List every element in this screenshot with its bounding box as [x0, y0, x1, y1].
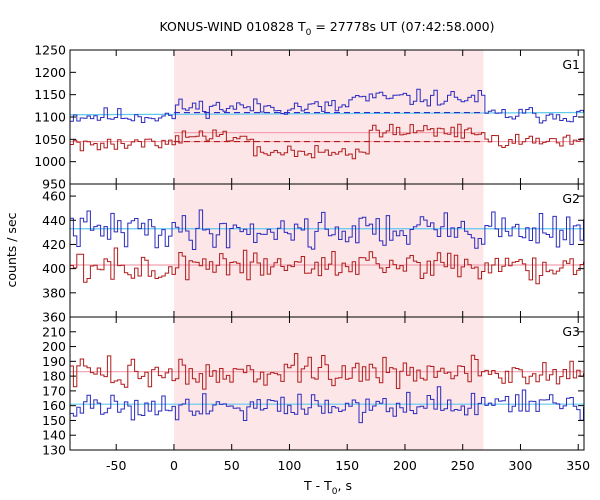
x-tick-label: 300	[509, 458, 533, 473]
y-tick-label: 360	[42, 310, 66, 325]
chart-title: KONUS-WIND 010828 T0 = 27778s UT (07:42:…	[159, 19, 494, 38]
highlight-layer	[173, 50, 484, 450]
y-tick-label: 200	[42, 339, 66, 354]
y-tick-label: 1100	[34, 110, 66, 125]
y-tick-label: 190	[42, 354, 66, 369]
x-tick-label: 50	[224, 458, 240, 473]
x-tick-label: 150	[335, 458, 359, 473]
x-tick-label: 250	[451, 458, 475, 473]
histogram-G2-series-0	[70, 209, 584, 250]
y-tick-label: 180	[42, 369, 66, 384]
y-tick-label: 1150	[34, 87, 66, 102]
x-tick-label: -50	[106, 458, 126, 473]
histogram-G3-series-0	[70, 353, 584, 390]
y-axis-label: counts / sec	[4, 212, 19, 287]
y-tick-label: 130	[42, 443, 66, 458]
x-tick-label: 0	[170, 458, 178, 473]
y-tick-label: 140	[42, 428, 66, 443]
panel-label-G1: G1	[562, 57, 580, 72]
y-tick-label: 210	[42, 324, 66, 339]
y-tick-label: 1050	[34, 132, 66, 147]
y-tick-label: 420	[42, 237, 66, 252]
x-tick-label: 100	[278, 458, 302, 473]
y-tick-label: 400	[42, 261, 66, 276]
x-tick-label: 350	[566, 458, 590, 473]
panel-label-G2: G2	[562, 191, 580, 206]
y-tick-label: 1250	[34, 43, 66, 58]
x-axis-label: T - T0, s	[303, 478, 352, 497]
y-tick-label: 950	[42, 177, 66, 192]
y-tick-label: 1200	[34, 65, 66, 80]
highlight-interval	[173, 50, 484, 450]
y-tick-label: 160	[42, 398, 66, 413]
axes-layer: 950100010501100115012001250G136038040042…	[34, 43, 590, 474]
histogram-G2-series-1	[70, 247, 584, 285]
y-tick-label: 150	[42, 413, 66, 428]
y-tick-label: 1000	[34, 154, 66, 169]
y-tick-label: 460	[42, 189, 66, 204]
series-layer	[70, 88, 584, 424]
histogram-G1-series-1	[70, 123, 584, 160]
y-tick-label: 440	[42, 213, 66, 228]
y-tick-label: 170	[42, 383, 66, 398]
panel-label-G3: G3	[562, 324, 580, 339]
y-tick-label: 380	[42, 285, 66, 300]
x-tick-label: 200	[393, 458, 417, 473]
histogram-G3-series-1	[70, 386, 584, 424]
histogram-G1-series-0	[70, 88, 584, 124]
panel-frame-G3	[69, 316, 585, 451]
